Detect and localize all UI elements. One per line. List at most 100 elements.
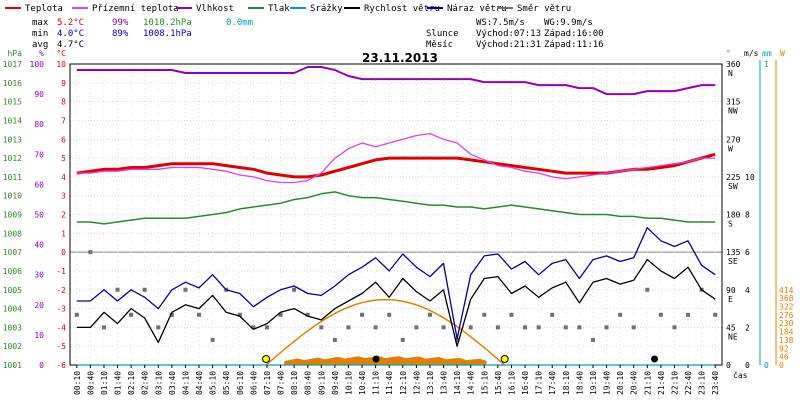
stat-avg-temp: 4.7°C bbox=[57, 40, 84, 50]
legend: Teplota Přízemní teplota Vlhkost Tlak Srážky… bbox=[5, 4, 571, 14]
tick-rain: 0 bbox=[764, 361, 769, 370]
moonrise-marker bbox=[651, 355, 659, 363]
tick-wind-dir: 315 bbox=[726, 98, 741, 107]
tick-humidity_pct: 0 bbox=[39, 361, 44, 370]
tick-solar: 414 bbox=[779, 286, 794, 295]
wind-dir-point bbox=[360, 312, 365, 317]
wind-dir-point bbox=[129, 312, 134, 317]
tick-pressure_hpa: 1014 bbox=[3, 116, 22, 125]
x-tick-label: 10:10 bbox=[344, 371, 353, 395]
tick-humidity_pct: 80 bbox=[34, 120, 44, 129]
tick-solar: 276 bbox=[779, 311, 794, 320]
tick-solar: 92 bbox=[779, 344, 789, 353]
wind-dir-point bbox=[482, 312, 487, 317]
x-tick-label: 20:10 bbox=[616, 371, 625, 395]
tick-wind-dir: 0 bbox=[726, 361, 731, 370]
tick-pressure_hpa: 1006 bbox=[3, 267, 22, 276]
tick-humidity_pct: 70 bbox=[34, 150, 44, 159]
moonset-marker bbox=[372, 355, 380, 363]
x-tick-label: 22:10 bbox=[670, 371, 679, 395]
wind-dir-point bbox=[278, 312, 283, 317]
x-tick-label: 03:40 bbox=[168, 371, 177, 395]
tick-solar: 322 bbox=[779, 302, 794, 311]
solar-area bbox=[284, 356, 487, 365]
tick-compass: SE bbox=[728, 257, 738, 266]
x-tick-label: 18:40 bbox=[575, 371, 584, 395]
axis-title-humidity_pct: % bbox=[39, 49, 44, 58]
tick-wind-ms: 10 bbox=[745, 173, 755, 182]
tick-wind-dir: 180 bbox=[726, 211, 741, 220]
tick-temperature_c: 2 bbox=[61, 211, 66, 220]
wind-dir-point bbox=[523, 325, 528, 330]
wind-dir-point bbox=[251, 325, 256, 330]
legend-label-7: Směr větru bbox=[517, 4, 571, 14]
tick-pressure_hpa: 1009 bbox=[3, 211, 22, 220]
tick-pressure_hpa: 1008 bbox=[3, 229, 22, 238]
plot-area bbox=[74, 66, 718, 366]
axis-title-rain: mm bbox=[762, 49, 772, 58]
tick-wind-dir: 45 bbox=[726, 323, 736, 332]
x-tick-label: 01:10 bbox=[100, 371, 109, 395]
axis-title-pressure_hpa: hPa bbox=[8, 49, 23, 58]
sunrise-marker bbox=[262, 355, 271, 363]
sunset-marker bbox=[500, 355, 509, 363]
stat-avg-label: avg bbox=[32, 40, 48, 50]
tick-temperature_c: 4 bbox=[61, 173, 66, 182]
x-tick-label: 17:40 bbox=[548, 371, 557, 395]
tick-compass: S bbox=[728, 220, 733, 229]
tick-solar: 368 bbox=[779, 294, 794, 303]
x-tick-label: 16:10 bbox=[507, 371, 516, 395]
wind-dir-point bbox=[631, 325, 636, 330]
x-tick-label: 12:10 bbox=[399, 371, 408, 395]
tick-solar: 230 bbox=[779, 319, 794, 328]
moon-rise: Východ:21:31 bbox=[476, 40, 541, 50]
x-tick-label: 01:40 bbox=[114, 371, 123, 395]
axes: hPa1017101610151014101310121011101010091… bbox=[3, 49, 794, 370]
tick-wind-ms: 0 bbox=[745, 361, 750, 370]
tick-pressure_hpa: 1003 bbox=[3, 323, 22, 332]
tick-temperature_c: 9 bbox=[61, 79, 66, 88]
x-tick-label: 04:40 bbox=[195, 371, 204, 395]
tick-compass: W bbox=[728, 144, 733, 153]
x-tick-label: 21:40 bbox=[657, 371, 666, 395]
wind-dir-point bbox=[264, 325, 269, 330]
wind-dir-point bbox=[455, 337, 460, 342]
tick-wind-ms: 8 bbox=[745, 211, 750, 220]
x-tick-label: 13:10 bbox=[426, 371, 435, 395]
tick-pressure_hpa: 1010 bbox=[3, 192, 22, 201]
tick-pressure_hpa: 1007 bbox=[3, 248, 22, 257]
tick-pressure_hpa: 1015 bbox=[3, 98, 22, 107]
tick-temperature_c: -6 bbox=[56, 361, 66, 370]
tick-pressure_hpa: 1011 bbox=[3, 173, 22, 182]
legend-label-4: Srážky bbox=[310, 4, 343, 14]
x-axis-label: čas bbox=[733, 370, 748, 380]
wind-dir-point bbox=[577, 325, 582, 330]
x-tick-label: 18:10 bbox=[562, 371, 571, 395]
wind-dir-point bbox=[74, 312, 79, 317]
wind-dir-point bbox=[197, 312, 202, 317]
tick-solar: 46 bbox=[779, 353, 789, 362]
sun-label: Slunce bbox=[426, 29, 459, 39]
x-tick-label: 04:10 bbox=[181, 371, 190, 395]
axis-title-solar: W bbox=[780, 49, 785, 58]
tick-humidity_pct: 100 bbox=[30, 60, 45, 69]
x-tick-label: 07:10 bbox=[263, 371, 272, 395]
sun-rise: Východ:07:13 bbox=[476, 29, 541, 39]
x-tick-label: 15:40 bbox=[494, 371, 503, 395]
tick-wind-dir: 270 bbox=[726, 135, 741, 144]
x-tick-label: 14:40 bbox=[467, 371, 476, 395]
legend-label-1: Přízemní teplota bbox=[92, 4, 179, 14]
tick-temperature_c: -1 bbox=[56, 267, 66, 276]
stat-max-label: max bbox=[32, 18, 49, 28]
tick-humidity_pct: 20 bbox=[34, 301, 44, 310]
wind-dir-point bbox=[373, 325, 378, 330]
tick-wind-ms: 6 bbox=[745, 248, 750, 257]
wind-dir-point bbox=[237, 312, 242, 317]
x-tick-label: 21:10 bbox=[643, 371, 652, 395]
moon-set: Západ:11:16 bbox=[544, 40, 604, 50]
tick-compass: N bbox=[728, 69, 733, 78]
tick-temperature_c: -4 bbox=[56, 323, 66, 332]
tick-wind-dir: 90 bbox=[726, 286, 736, 295]
tick-compass: SW bbox=[728, 182, 738, 191]
x-tick-label: 02:40 bbox=[141, 371, 150, 395]
